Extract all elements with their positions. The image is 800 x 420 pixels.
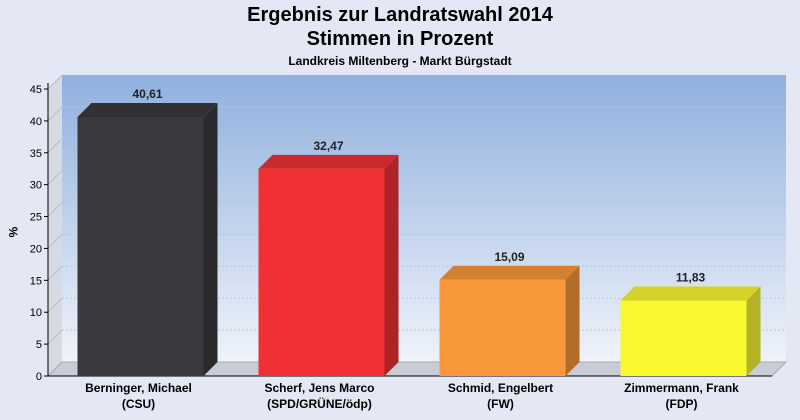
- gridline-side: [47, 329, 63, 345]
- bar-side: [746, 286, 761, 376]
- bar: [620, 300, 747, 376]
- gridline-side: [47, 265, 63, 281]
- x-tick-label: Berninger, Michael: [85, 381, 192, 395]
- data-label: 32,47: [313, 139, 343, 153]
- y-tick-label: 40: [30, 116, 42, 128]
- y-tick-label: 15: [30, 275, 42, 287]
- y-tick-label: 30: [30, 180, 42, 192]
- data-label: 15,09: [494, 250, 524, 264]
- bar: [439, 279, 566, 376]
- bar-side: [384, 154, 399, 376]
- bar-top: [258, 154, 399, 169]
- x-tick-label-party: (SPD/GRÜNE/ödp): [267, 396, 372, 411]
- gridline-side: [47, 297, 63, 313]
- x-tick-label-party: (FDP): [666, 397, 698, 411]
- data-label: 11,83: [676, 271, 706, 285]
- x-tick-label-party: (CSU): [122, 397, 155, 411]
- gridline-side: [47, 74, 63, 90]
- bar-side: [203, 102, 218, 376]
- bar-top: [620, 286, 761, 301]
- bar-top: [439, 265, 580, 280]
- chart-title-line2: Stimmen in Prozent: [306, 28, 494, 50]
- plot-background: [48, 75, 786, 376]
- x-tick-label: Schmid, Engelbert: [448, 381, 553, 395]
- y-tick-label: 10: [30, 307, 42, 319]
- bar: [258, 168, 385, 376]
- y-tick-label: 20: [30, 243, 42, 255]
- y-tick-label: 45: [30, 84, 42, 96]
- chart-title: Ergebnis zur Landratswahl 2014: [247, 4, 553, 26]
- chart-subtitle: Landkreis Miltenberg - Markt Bürgstadt: [288, 54, 512, 68]
- data-label: 40,61: [132, 87, 162, 101]
- x-tick-label: Scherf, Jens Marco: [264, 381, 374, 395]
- gridline-side: [47, 138, 63, 154]
- bar-top: [77, 102, 218, 117]
- gridline-side: [47, 106, 63, 122]
- bar-side: [565, 265, 580, 376]
- y-tick-label: 25: [30, 212, 42, 224]
- x-tick-label: Zimmermann, Frank: [624, 381, 739, 395]
- plot-side-wall: [48, 75, 62, 376]
- x-tick-label-party: (FW): [487, 397, 514, 411]
- bar: [77, 116, 204, 376]
- y-tick-label: 5: [36, 339, 42, 351]
- gridline-side: [47, 234, 63, 249]
- gridline-side: [47, 202, 63, 217]
- y-tick-label: 35: [30, 148, 42, 160]
- gridline-side: [47, 170, 63, 186]
- y-tick-label: 0: [36, 371, 42, 383]
